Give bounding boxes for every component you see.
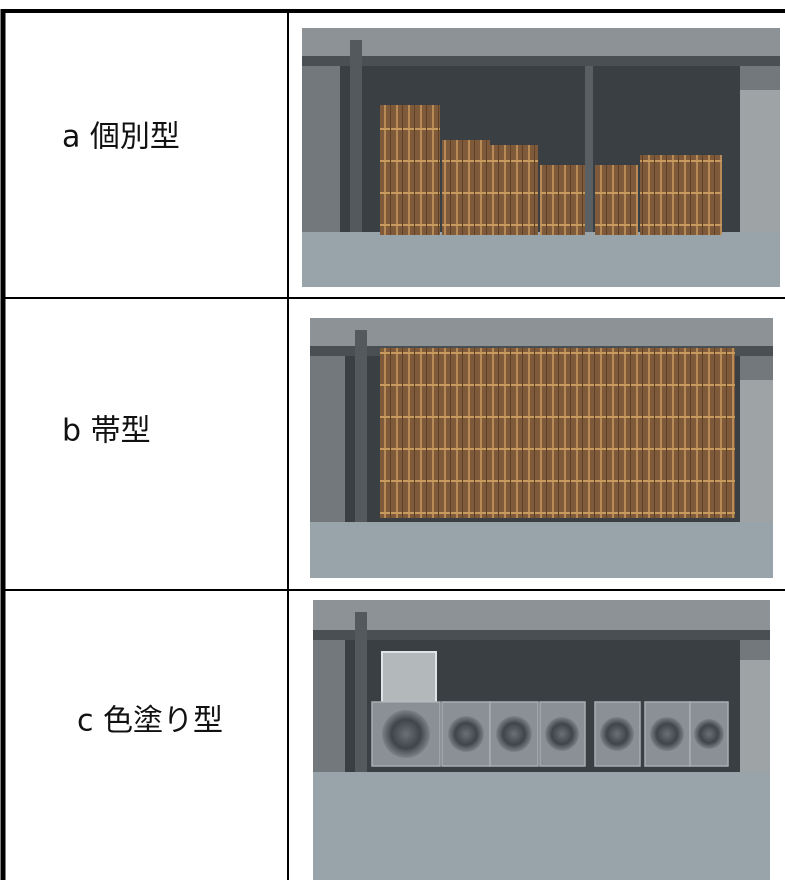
photo [313,600,770,880]
photo [310,318,773,578]
row-label: b 帯型 [62,414,151,449]
row-label: a 個別型 [62,120,180,155]
photo [302,28,780,287]
row-label: c 色塗り型 [77,704,223,739]
